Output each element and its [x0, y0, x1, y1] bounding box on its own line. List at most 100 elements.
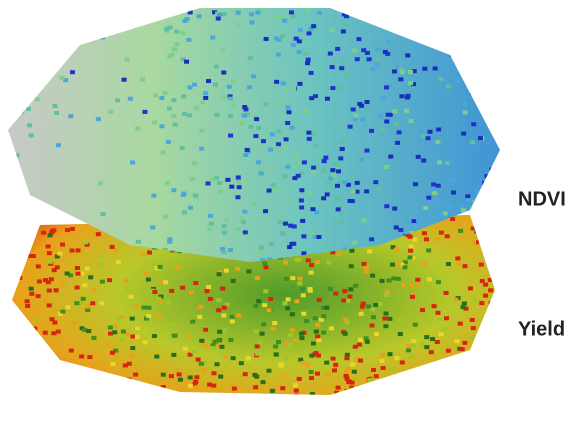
ndvi-cell: [290, 125, 295, 129]
yield-cell: [442, 327, 447, 331]
yield-cell: [135, 327, 140, 331]
ndvi-cell: [140, 78, 145, 82]
yield-cell: [480, 377, 485, 381]
yield-cell: [98, 262, 103, 266]
ndvi-cell: [436, 184, 441, 188]
ndvi-cell: [313, 144, 318, 148]
yield-cell: [374, 332, 379, 336]
yield-cell: [169, 374, 174, 378]
ndvi-cell: [52, 104, 57, 108]
yield-cell: [113, 324, 118, 328]
ndvi-cell: [484, 89, 489, 93]
ndvi-cell: [404, 109, 409, 113]
yield-cell: [294, 389, 299, 393]
ndvi-cell: [227, 85, 232, 89]
ndvi-cell: [240, 121, 245, 125]
yield-cell: [407, 255, 412, 259]
yield-cell: [55, 265, 60, 269]
ndvi-cell: [214, 65, 219, 69]
yield-cell: [280, 386, 285, 390]
yield-cell: [60, 281, 65, 285]
ndvi-cell: [448, 206, 453, 210]
ndvi-cell: [353, 117, 358, 121]
ndvi-cell: [285, 165, 290, 169]
yield-cell: [46, 244, 51, 248]
ndvi-cell: [19, 110, 24, 114]
ndvi-cell: [96, 117, 101, 121]
ndvi-cell: [100, 35, 105, 39]
yield-cell: [379, 359, 384, 363]
ndvi-cell: [486, 59, 491, 63]
yield-cell: [75, 248, 80, 252]
yield-cell: [462, 264, 467, 268]
yield-cell: [493, 363, 498, 367]
ndvi-cell: [150, 225, 155, 229]
yield-cell: [422, 231, 427, 235]
ndvi-cell: [264, 37, 269, 41]
ndvi-cell: [292, 176, 297, 180]
ndvi-cell: [245, 148, 250, 152]
ndvi-cell: [181, 94, 186, 98]
ndvi-cell: [471, 122, 476, 126]
ndvi-cell: [432, 191, 437, 195]
yield-cell: [123, 381, 128, 385]
ndvi-cell: [376, 186, 381, 190]
yield-cell: [82, 283, 87, 287]
yield-cell: [187, 334, 192, 338]
yield-cell: [314, 330, 319, 334]
ndvi-cell: [445, 161, 450, 165]
ndvi-cell: [466, 9, 471, 13]
yield-cell: [32, 344, 37, 348]
yield-cell: [15, 325, 20, 329]
ndvi-cell: [451, 179, 456, 183]
ndvi-cell: [286, 105, 291, 109]
ndvi-cell: [429, 23, 434, 27]
yield-cell: [488, 278, 493, 282]
yield-cell: [419, 342, 424, 346]
yield-cell: [383, 324, 388, 328]
yield-cell: [65, 305, 70, 309]
ndvi-cell: [182, 210, 187, 214]
yield-cell: [380, 279, 385, 283]
yield-cell: [113, 382, 118, 386]
yield-cell: [77, 372, 82, 376]
yield-cell: [199, 362, 204, 366]
yield-cell: [116, 260, 121, 264]
ndvi-cell: [294, 37, 299, 41]
yield-cell: [17, 276, 22, 280]
ndvi-cell: [416, 218, 421, 222]
yield-cell: [480, 279, 485, 283]
yield-cell: [458, 229, 463, 233]
ndvi-cell: [361, 48, 366, 52]
yield-cell: [74, 368, 79, 372]
yield-cell: [446, 262, 451, 266]
ndvi-cell: [365, 100, 370, 104]
yield-cell: [439, 231, 444, 235]
ndvi-cell: [200, 100, 205, 104]
ndvi-cell: [235, 23, 240, 27]
ndvi-cell: [258, 250, 263, 254]
yield-cell: [52, 321, 57, 325]
ndvi-cell: [400, 70, 405, 74]
yield-cell: [441, 372, 446, 376]
ndvi-cell: [437, 212, 442, 216]
ndvi-cell: [287, 245, 292, 249]
ndvi-cell: [237, 180, 242, 184]
yield-cell: [353, 284, 358, 288]
yield-cell: [354, 396, 359, 400]
yield-cell: [439, 332, 444, 336]
yield-cell: [342, 289, 347, 293]
yield-label: Yield: [518, 318, 565, 340]
ndvi-cell: [300, 219, 305, 223]
yield-cell: [420, 308, 425, 312]
yield-cell: [370, 274, 375, 278]
yield-cell: [56, 330, 61, 334]
yield-cell: [51, 228, 56, 232]
ndvi-cell: [299, 188, 304, 192]
yield-cell: [140, 252, 145, 256]
ndvi-cell: [151, 194, 156, 198]
ndvi-cell: [395, 141, 400, 145]
yield-cell: [297, 377, 302, 381]
ndvi-cell: [335, 184, 340, 188]
ndvi-cell: [311, 166, 316, 170]
